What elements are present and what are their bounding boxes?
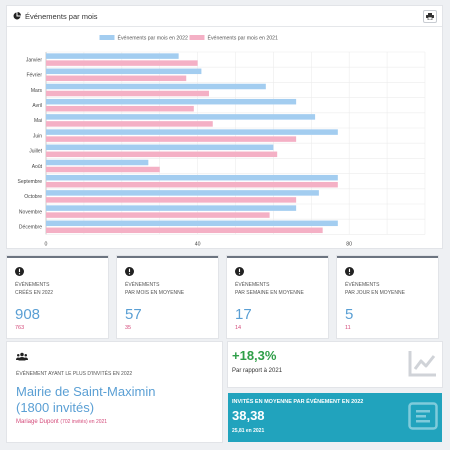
bar	[46, 75, 187, 82]
bar	[46, 174, 338, 181]
category-label: Juin	[33, 133, 42, 139]
bar	[46, 166, 160, 173]
stat-previous: 35	[125, 325, 132, 331]
legend-swatch	[99, 35, 115, 40]
category-label: Septembre	[18, 179, 43, 185]
stat-value: 57	[125, 306, 142, 323]
bar	[46, 181, 338, 188]
stat-label: Événements par mois en moyenne	[125, 282, 185, 296]
top-invites-label: Événement ayant le plus d'invités en 202…	[16, 371, 133, 377]
events-bar-chart: Événements par mois en 2022 Événements pa…	[18, 35, 426, 247]
legend-label: Événements par mois en 2022	[118, 35, 188, 42]
bar	[46, 114, 316, 120]
x-tick-label: 80	[346, 241, 352, 247]
x-tick-label: 0	[45, 241, 48, 247]
category-label: Octobre	[24, 194, 42, 200]
growth-value: +18,3%	[232, 348, 277, 363]
stat-card-per-week: Événements par semaine en moyenne 17 14	[227, 256, 328, 338]
chart-title: Événements par mois	[25, 11, 98, 21]
exclamation-icon	[235, 267, 244, 276]
stat-label: Événements créés en 2022	[15, 282, 54, 296]
growth-label: Par rapport à 2021	[232, 368, 283, 374]
bar	[46, 212, 270, 218]
stat-value: 908	[15, 306, 41, 323]
legend-label: Événements par mois en 2021	[208, 35, 278, 42]
bar	[46, 105, 194, 112]
category-label: Février	[26, 73, 42, 79]
print-button[interactable]	[423, 10, 437, 23]
bar	[46, 190, 319, 196]
bar	[46, 205, 297, 211]
stat-value: 17	[235, 306, 252, 323]
bar	[46, 144, 274, 151]
bar	[46, 159, 149, 166]
stat-card-created: Événements créés en 2022 908 763	[7, 256, 108, 338]
users-icon	[16, 352, 28, 361]
avg-invites-label: Invités en moyenne par événement en 2022	[232, 399, 364, 405]
exclamation-icon	[345, 267, 354, 276]
top-invites-card: Événement ayant le plus d'invités en 202…	[7, 342, 222, 442]
bar	[46, 129, 338, 135]
bar	[46, 151, 278, 158]
bar	[46, 98, 297, 105]
category-label: Novembre	[19, 209, 42, 215]
stat-card-per-month: Événements par mois en moyenne 57 35	[117, 256, 218, 338]
category-label: Août	[32, 164, 43, 170]
x-tick-label: 40	[195, 241, 201, 247]
avg-invites-card: Invités en moyenne par événement en 2022…	[228, 393, 442, 442]
category-label: Avril	[32, 103, 42, 109]
avg-invites-previous: 25,81 en 2021	[232, 428, 265, 434]
bar	[46, 83, 266, 90]
bar	[46, 121, 213, 127]
exclamation-icon	[15, 267, 24, 276]
exclamation-icon	[125, 267, 134, 276]
stat-label: Événements par jour en moyenne	[345, 282, 405, 296]
growth-card: +18,3% Par rapport à 2021	[228, 342, 442, 387]
bar	[46, 220, 338, 227]
category-label: Mars	[31, 88, 43, 94]
stat-value: 5	[345, 306, 354, 323]
bar	[46, 68, 202, 75]
print-icon	[426, 13, 434, 20]
bar	[46, 90, 209, 97]
bar	[46, 53, 179, 59]
stat-label: Événements par semaine en moyenne	[235, 282, 304, 296]
bar	[46, 197, 297, 203]
events-chart-card: Événements par mois Événements par mois …	[7, 6, 442, 248]
pie-chart-icon	[13, 12, 21, 20]
category-label: Janvier	[26, 57, 42, 63]
category-label: Mai	[34, 118, 42, 124]
avg-invites-value: 38,38	[232, 408, 265, 423]
legend-swatch	[189, 35, 205, 40]
bar	[46, 60, 198, 66]
top-invites-event-name: Mairie de Saint-Maximin (1800 invités)	[16, 384, 156, 415]
list-icon	[408, 402, 438, 430]
trend-chart-icon	[408, 351, 436, 377]
chart-header: Événements par mois	[7, 6, 442, 27]
stat-previous: 14	[235, 325, 242, 331]
category-label: Juillet	[29, 149, 42, 155]
category-label: Décembre	[19, 225, 42, 231]
stat-previous: 763	[15, 325, 25, 331]
bar	[46, 227, 323, 234]
stat-card-per-day: Événements par jour en moyenne 5 11	[337, 256, 438, 338]
stat-previous: 11	[345, 325, 351, 331]
top-invites-previous: Mariage Dupont (702 invités) en 2021	[16, 419, 108, 425]
bar	[46, 136, 297, 142]
